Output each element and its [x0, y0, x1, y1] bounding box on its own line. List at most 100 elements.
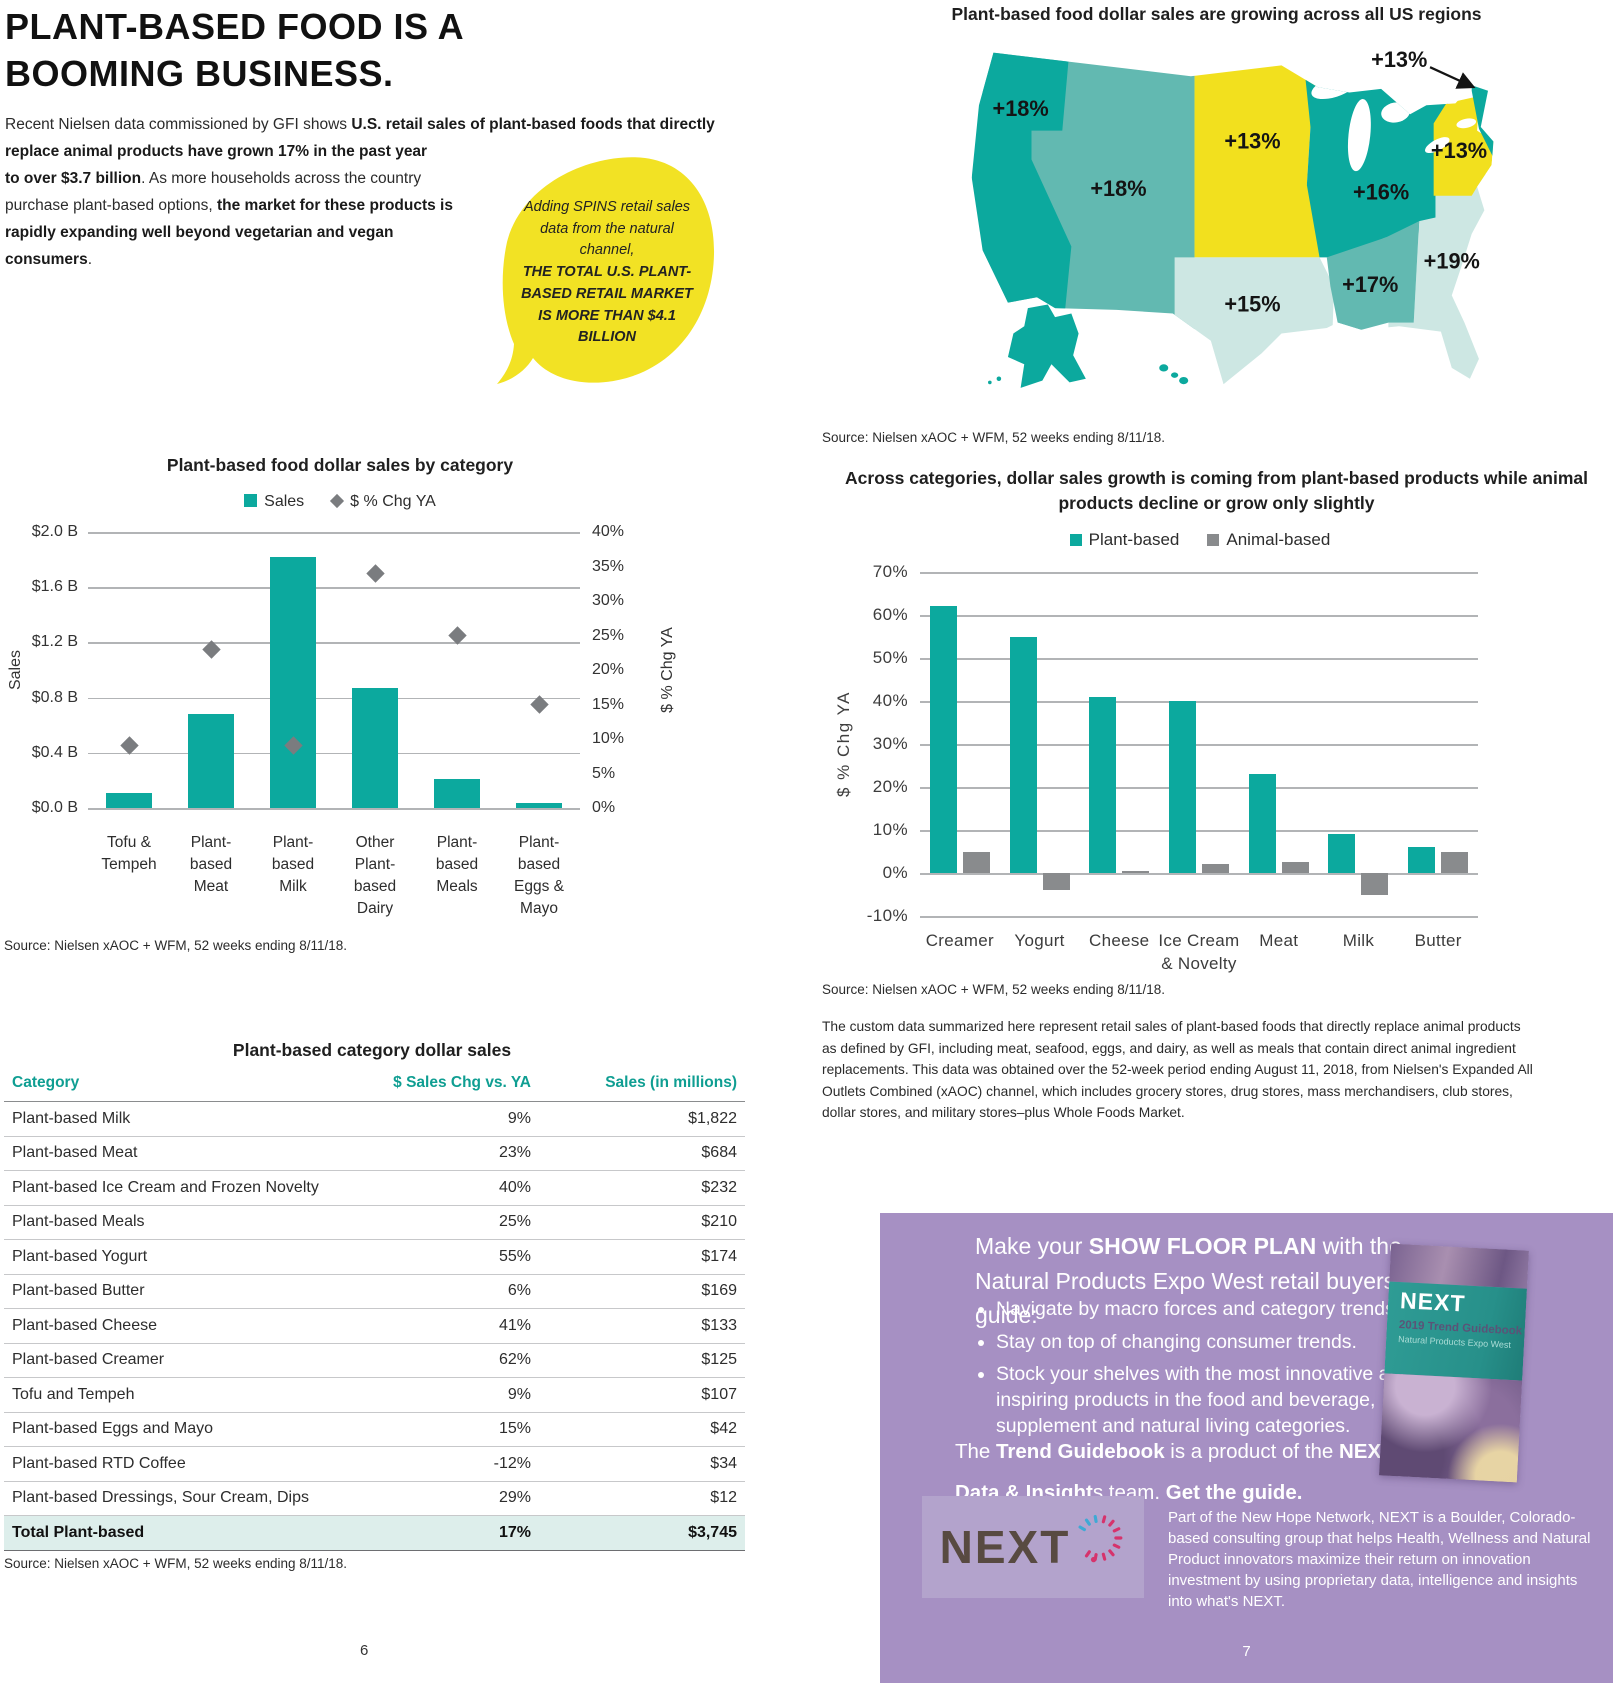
- table-cell: Plant-based Eggs and Mayo: [4, 1412, 379, 1447]
- region-alaska: [1007, 304, 1086, 388]
- table-cell: 23%: [379, 1136, 539, 1171]
- gridline: [920, 744, 1478, 746]
- table-total-row: Total Plant-based 17% $3,745: [4, 1515, 745, 1551]
- x-axis-label: Tofu & Tempeh: [101, 834, 157, 873]
- gridline: [920, 830, 1478, 832]
- table-cell: -12%: [379, 1446, 539, 1482]
- gridline: [88, 808, 580, 810]
- map-title: Plant-based food dollar sales are growin…: [951, 4, 1482, 24]
- chart1-left-axis-title: Sales: [7, 649, 24, 691]
- x-axis-label: Plant-based Meat: [189, 834, 233, 895]
- promo-bullet: Stay on top of changing consumer trends.: [996, 1330, 1451, 1356]
- us-regions-map: +18% +18% +13% +16% +13% +13% +19% +17% …: [971, 47, 1494, 388]
- x-axis-label: Meat: [1259, 931, 1299, 950]
- sales-bar: [434, 779, 480, 808]
- left-axis-tick: $1.2 B: [31, 633, 78, 651]
- lake-michigan: [1347, 99, 1371, 172]
- table-cell: Plant-based RTD Coffee: [4, 1446, 379, 1482]
- chart1-source: Source: Nielsen xAOC + WFM, 52 weeks end…: [4, 938, 348, 953]
- table-cell: 17%: [379, 1515, 539, 1551]
- sales-bar: [516, 802, 562, 808]
- animal-swatch-icon: [1207, 534, 1220, 546]
- leaf-callout: Adding SPINS retail sales data from the …: [493, 146, 720, 398]
- gridline: [920, 658, 1478, 660]
- table-cell: $42: [539, 1412, 745, 1447]
- gridline: [920, 572, 1478, 574]
- x-axis-label: Plant-based Milk: [271, 834, 315, 895]
- y-axis-tick: 0%: [882, 863, 908, 882]
- cover-brand: NEXT: [1399, 1287, 1467, 1317]
- map-label-pacific: +18%: [993, 96, 1049, 121]
- table-cell: Plant-based Milk: [4, 1101, 379, 1137]
- hawaii-island: [1179, 376, 1189, 385]
- table-cell: Total Plant-based: [4, 1515, 379, 1551]
- table-cell: Plant-based Creamer: [4, 1343, 379, 1378]
- next-promo-box: Make your SHOW FLOOR PLAN with the Natur…: [880, 1213, 1613, 1683]
- table-cell: $107: [539, 1377, 745, 1413]
- intro-paragraph: Recent Nielsen data commissioned by GFI …: [5, 112, 750, 274]
- map-label-midatlantic: +13%: [1431, 138, 1487, 163]
- chart1-legend: Sales $ % Chg YA: [0, 493, 680, 511]
- table-cell: $232: [539, 1170, 745, 1206]
- table-row: Plant-based Butter 6% $169: [4, 1274, 745, 1309]
- page-title: PLANT-BASED FOOD IS A BOOMING BUSINESS.: [5, 6, 463, 94]
- promo-bullet-list: Navigate by macro forces and category tr…: [972, 1297, 1451, 1447]
- gridline: [920, 916, 1478, 918]
- gridline: [88, 587, 580, 589]
- intro-part1: Recent Nielsen data commissioned by GFI …: [5, 112, 750, 166]
- text-segment: Adding SPINS retail sales data from the …: [523, 198, 691, 259]
- chart1-right-axis-title: $ % Chg YA: [659, 627, 676, 713]
- get-the-guide-link[interactable]: Get the guide.: [1165, 1481, 1303, 1504]
- sales-swatch-icon: [244, 494, 258, 507]
- y-axis-tick: 60%: [872, 605, 908, 624]
- x-axis-label: Ice Cream & Novelty: [1158, 931, 1240, 973]
- table-cell: $169: [539, 1274, 745, 1309]
- text-segment: U.S. retail sales of plant-based foods t…: [5, 116, 715, 160]
- sales-bar: [106, 792, 152, 808]
- table-row: Plant-based RTD Coffee -12% $34: [4, 1446, 745, 1482]
- gridline: [88, 697, 580, 700]
- right-axis-tick: 30%: [592, 592, 625, 609]
- newengland-arrow-icon: [1429, 66, 1476, 89]
- left-page: PLANT-BASED FOOD IS A BOOMING BUSINESS. …: [0, 6, 750, 1659]
- animal-based-bar: [1361, 873, 1389, 895]
- table-cell: 6%: [379, 1274, 539, 1309]
- right-axis-tick: 0%: [592, 799, 616, 816]
- gridline: [88, 752, 580, 755]
- plant-swatch-icon: [1069, 534, 1082, 546]
- right-page: Plant-based food dollar sales are growin…: [820, 0, 1613, 1683]
- text-segment: .: [87, 250, 93, 268]
- table-cell: $125: [539, 1343, 745, 1378]
- text-segment: with the Natural Products Expo West reta…: [975, 1233, 1402, 1328]
- y-axis-tick: 40%: [872, 691, 908, 710]
- x-axis-label: Other Plant-based Dairy: [353, 834, 397, 917]
- animal-based-bar: [1202, 864, 1229, 873]
- chart2-title: Across categories, dollar sales growth i…: [845, 468, 1588, 514]
- methodology-note: The custom data summarized here represen…: [822, 1019, 1533, 1121]
- right-axis-tick: 10%: [592, 730, 625, 747]
- x-axis-label: Yogurt: [1014, 931, 1065, 950]
- right-axis-tick: 15%: [592, 695, 625, 713]
- map-label-esc: +17%: [1342, 272, 1398, 297]
- intro-part2: to over $3.7 billion. As more households…: [5, 166, 483, 274]
- text-segment: . As more households across the country …: [5, 169, 422, 214]
- animal-based-bar: [1122, 870, 1150, 873]
- plant-based-bar: [1408, 847, 1436, 873]
- hawaii-island: [1170, 372, 1179, 378]
- animal-based-bar: [1042, 873, 1070, 891]
- cover-title-band: NEXT 2019 Trend Guidebook Natural Produc…: [1384, 1281, 1527, 1381]
- region-west-north-central: [1194, 52, 1324, 258]
- sales-bar: [188, 714, 234, 808]
- text-segment: SHOW FLOOR PLAN: [1088, 1233, 1317, 1259]
- table-cell: 62%: [379, 1343, 539, 1378]
- gridline: [920, 873, 1478, 875]
- table-cell: Plant-based Dressings, Sour Cream, Dips: [4, 1481, 379, 1516]
- left-axis-tick: $2.0 B: [31, 523, 78, 540]
- chart2-legend: Plant-based Animal-based: [880, 530, 1520, 550]
- table-row: Plant-based Yogurt 55% $174: [4, 1239, 745, 1275]
- leaf-shape-icon: [497, 157, 715, 384]
- chart2-axis-title: $ % Chg YA: [834, 690, 853, 798]
- region-west-south-central: [1174, 257, 1335, 385]
- y-axis-tick: 10%: [872, 820, 908, 839]
- category-sales-table: Category $ Sales Chg vs. YA Sales (in mi…: [4, 1068, 745, 1551]
